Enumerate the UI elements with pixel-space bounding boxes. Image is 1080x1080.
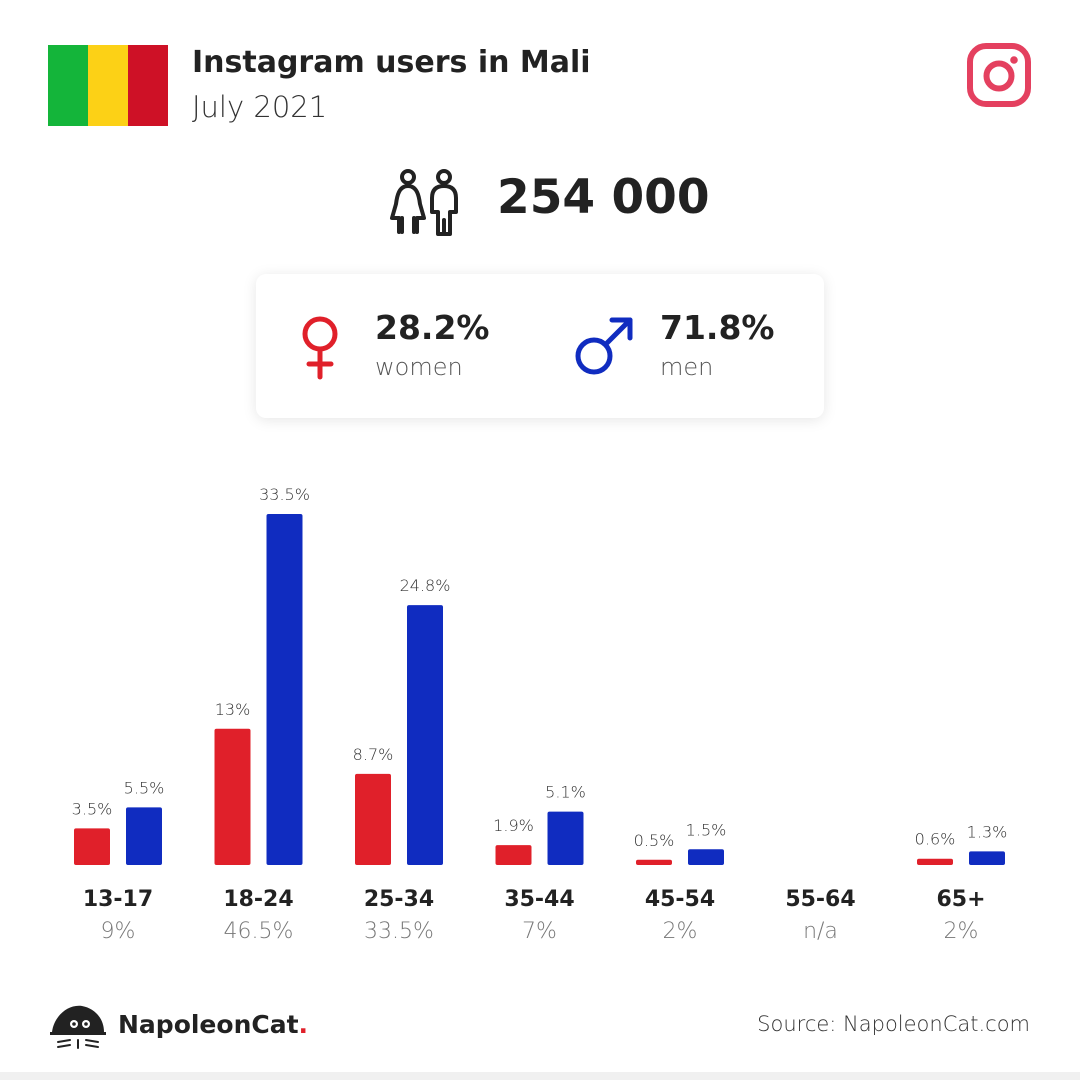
total-users: 254 000 (497, 170, 710, 225)
bar-men-25-34 (407, 605, 443, 865)
age-category-label: 65+ (936, 887, 985, 912)
bar-value-label: 8.7% (353, 745, 394, 764)
bar-men-65+ (969, 851, 1005, 865)
bar-value-label: 13% (215, 700, 251, 719)
page-subtitle: July 2021 (192, 90, 328, 124)
bar-women-35-44 (495, 845, 532, 865)
bar-men-18-24 (266, 514, 303, 865)
age-category-label: 45-54 (645, 887, 715, 912)
age-category-total: 9% (101, 919, 136, 944)
mali-flag (48, 45, 168, 126)
age-category-label: 35-44 (504, 887, 574, 912)
source-credit: Source: NapoleonCat.com (757, 1012, 1030, 1036)
brand-name: NapoleonCat. (118, 1010, 309, 1039)
age-category-total: n/a (803, 919, 838, 944)
age-category-label: 25-34 (364, 887, 434, 912)
flag-stripe-green (48, 45, 88, 126)
bottom-strip (0, 1072, 1080, 1080)
bar-men-35-44 (547, 811, 584, 865)
bar-women-25-34 (355, 773, 391, 865)
bar-women-18-24 (214, 728, 251, 865)
bar-value-label: 33.5% (259, 485, 310, 504)
instagram-icon (967, 43, 1031, 107)
gender-card: 28.2% women 71.8% men (256, 274, 824, 418)
men-percentage: 71.8% (660, 308, 775, 347)
age-category-total: 2% (944, 919, 979, 944)
age-gender-bar-chart: 3.5% 5.5% 13-17 9% 13% 33.5% 18-24 46.5% 8.7% 24.… (72, 485, 1008, 944)
bar-value-label: 5.5% (124, 778, 165, 797)
page-title: Instagram users in Mali (192, 45, 591, 80)
bar-value-label: 24.8% (400, 576, 451, 595)
bar-value-label: 3.5% (72, 799, 113, 818)
female-icon (302, 316, 338, 380)
bar-value-label: 1.5% (686, 820, 727, 839)
men-label: men (660, 353, 714, 381)
age-category-total: 46.5% (224, 919, 294, 944)
bar-men-45-54 (688, 849, 724, 865)
bar-value-label: 1.3% (967, 822, 1008, 841)
flag-stripe-yellow (88, 45, 128, 126)
people-icon (390, 169, 458, 236)
napoleoncat-logo-icon (50, 1005, 106, 1049)
bar-men-13-17 (126, 807, 162, 865)
bar-value-label: 1.9% (493, 816, 534, 835)
age-category-total: 7% (522, 919, 557, 944)
age-category-label: 18-24 (223, 887, 293, 912)
bar-women-13-17 (74, 828, 110, 865)
age-category-total: 2% (663, 919, 698, 944)
age-category-total: 33.5% (364, 919, 434, 944)
age-category-label: 55-64 (785, 887, 855, 912)
women-percentage: 28.2% (375, 308, 490, 347)
age-category-label: 13-17 (83, 887, 153, 912)
bar-women-65+ (917, 858, 953, 865)
brand-dot: . (298, 1010, 309, 1039)
women-label: women (375, 353, 463, 381)
male-icon (575, 317, 633, 375)
bar-women-45-54 (636, 859, 672, 865)
flag-stripe-red (128, 45, 168, 126)
bar-value-label: 5.1% (545, 783, 586, 802)
bar-value-label: 0.6% (915, 830, 956, 849)
bar-value-label: 0.5% (634, 831, 675, 850)
